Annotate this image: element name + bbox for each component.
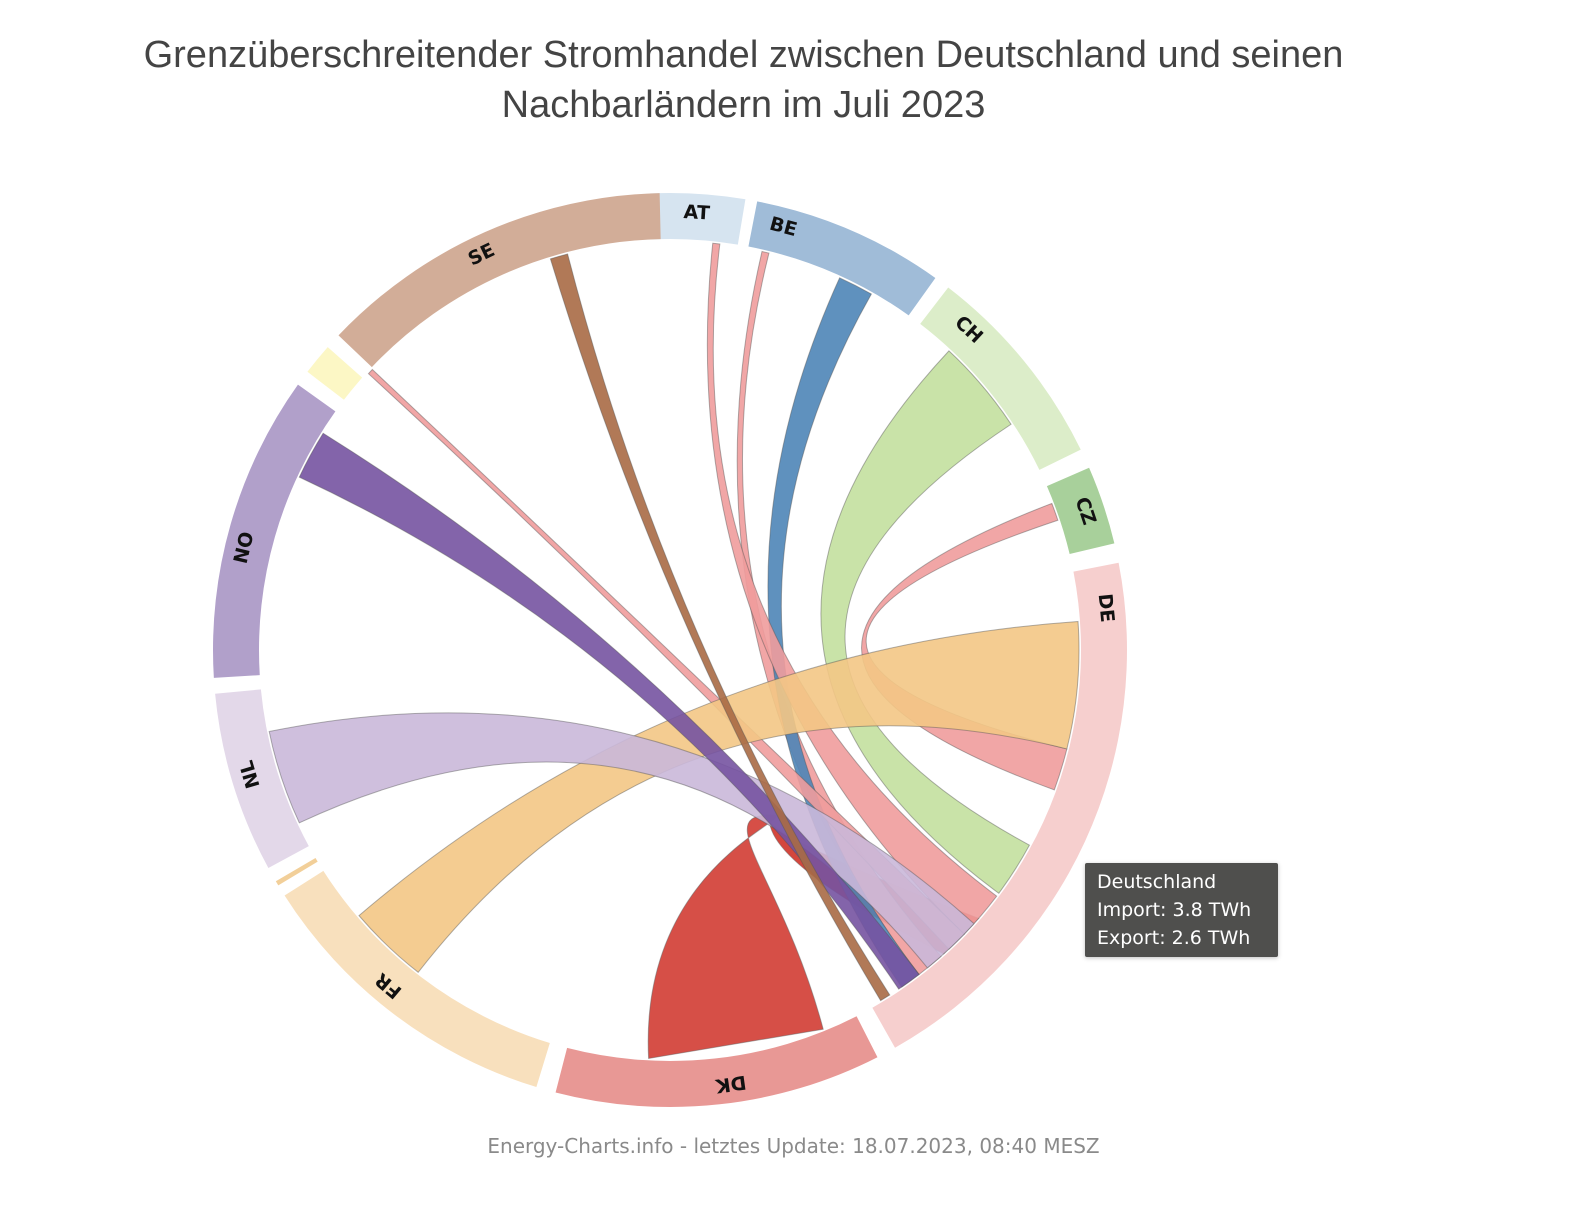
arc-ch[interactable] xyxy=(920,287,1081,470)
chart-title-line2: Nachbarländern im Juli 2023 xyxy=(501,84,986,126)
arc-de[interactable] xyxy=(872,562,1128,1048)
ribbon-ch-de[interactable] xyxy=(820,350,1031,894)
arc-be[interactable] xyxy=(748,201,936,316)
label-dk: DK xyxy=(713,1071,748,1097)
arc-fr[interactable] xyxy=(284,870,550,1088)
tooltip-deutschland: Deutschland Import: 3.8 TWh Export: 2.6 … xyxy=(1085,863,1278,957)
tooltip-import: Import: 3.8 TWh xyxy=(1097,899,1252,921)
arc-nl[interactable] xyxy=(215,689,309,869)
credit-line: Energy-Charts.info - letztes Update: 18.… xyxy=(487,1134,1100,1158)
ribbon-se-de[interactable] xyxy=(549,253,891,1002)
chart-title: Grenzüberschreitender Stromhandel zwisch… xyxy=(0,30,1487,130)
tooltip-country: Deutschland xyxy=(1097,871,1217,893)
label-de: DE xyxy=(1094,593,1119,624)
ribbon-de-at[interactable] xyxy=(706,242,998,935)
arc-pl[interactable] xyxy=(275,857,318,886)
ribbon-no-de[interactable] xyxy=(298,432,920,990)
ribbon-nl-de[interactable] xyxy=(268,712,975,969)
chart-title-line1: Grenzüberschreitender Stromhandel zwisch… xyxy=(143,34,1344,76)
arc-se[interactable] xyxy=(338,193,661,368)
arc-lu[interactable] xyxy=(307,347,363,400)
tooltip-export: Export: 2.6 TWh xyxy=(1097,927,1251,949)
country-arcs xyxy=(212,192,1128,1107)
chord-ribbons xyxy=(268,242,1080,1060)
label-at: AT xyxy=(683,201,711,225)
arc-at[interactable] xyxy=(650,192,746,245)
arc-cz[interactable] xyxy=(1046,467,1115,555)
arc-no[interactable] xyxy=(212,384,336,678)
arc-dk[interactable] xyxy=(555,1016,878,1107)
